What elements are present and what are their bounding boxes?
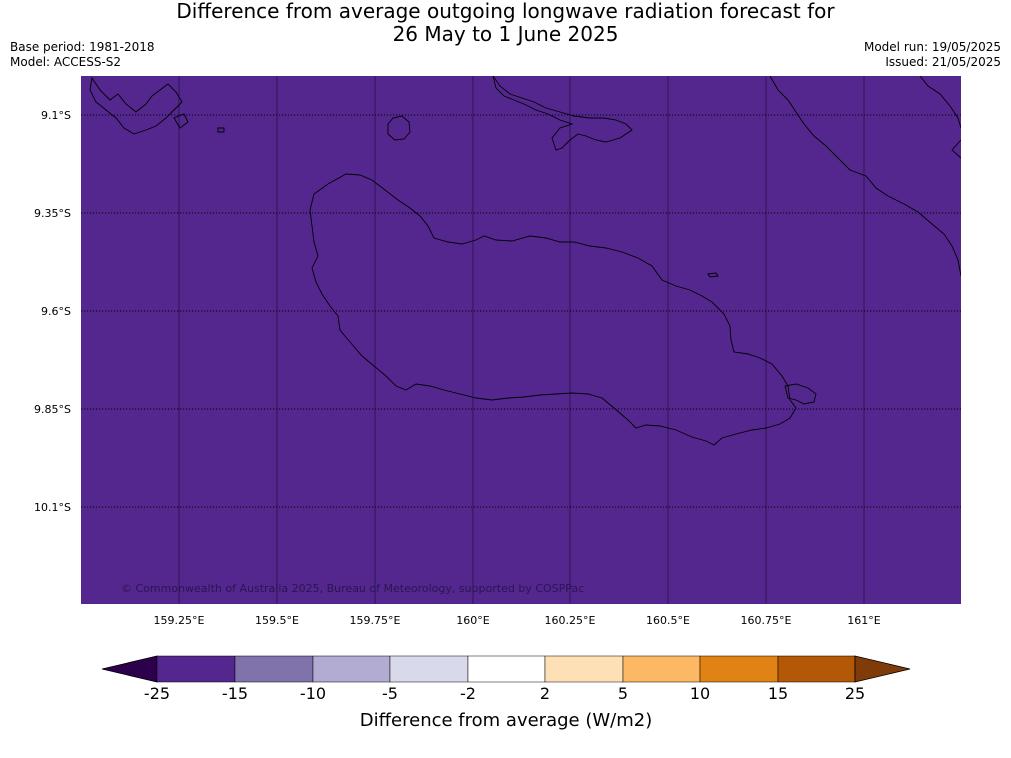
colorbar-over-triangle	[854, 655, 911, 683]
title-line-1: Difference from average outgoing longwav…	[176, 0, 835, 23]
colorbar-tick: 15	[768, 684, 788, 703]
colorbar-cell	[312, 655, 391, 683]
lat-tick-label: 9.35°S	[34, 207, 71, 220]
meta-right: Model run: 19/05/2025 Issued: 21/05/2025	[864, 40, 1001, 70]
lon-tick-label: 160.25°E	[545, 614, 596, 627]
lon-tick-label: 159.5°E	[255, 614, 299, 627]
meta-left: Base period: 1981-2018 Model: ACCESS-S2	[10, 40, 155, 70]
colorbar: -25 -15 -10 -5 -2 2 5 10 15 25 Differenc…	[101, 655, 911, 731]
colorbar-cell	[699, 655, 779, 683]
colorbar-cells	[156, 655, 856, 683]
colorbar-under-triangle	[101, 655, 158, 683]
copyright-text: © Commonwealth of Australia 2025, Bureau…	[121, 582, 584, 595]
colorbar-cell	[156, 655, 236, 683]
colorbar-tick: -2	[460, 684, 476, 703]
model-run: Model run: 19/05/2025	[863, 40, 1001, 54]
islet-west-coastline	[173, 113, 225, 133]
map-panel	[81, 76, 961, 604]
lon-tick-label: 160.75°E	[741, 614, 792, 627]
islet-coastline	[784, 383, 817, 405]
map-title: Difference from average outgoing longwav…	[0, 0, 1011, 46]
base-period: Base period: 1981-2018	[10, 40, 155, 54]
lon-tick-label: 159.25°E	[154, 614, 205, 627]
colorbar-tick: 5	[618, 684, 628, 703]
colorbar-tick: 2	[540, 684, 550, 703]
guadalcanal-coastline	[309, 173, 797, 446]
malaita-coastline	[769, 76, 961, 277]
model-name: Model: ACCESS-S2	[10, 55, 122, 69]
issued-date: Issued: 21/05/2025	[885, 55, 1001, 69]
meridian-lines	[178, 76, 865, 604]
lon-tick-label: 160.5°E	[646, 614, 690, 627]
title-line-2: 26 May to 1 June 2025	[392, 22, 619, 46]
savo-coastline	[387, 115, 411, 141]
colorbar-tick: -25	[144, 684, 170, 703]
latitude-labels: 9.1°S 9.35°S 9.6°S 9.85°S 10.1°S	[34, 109, 71, 514]
lat-tick-label: 9.1°S	[41, 109, 71, 122]
colorbar-tick-labels: -25 -15 -10 -5 -2 2 5 10 15 25	[144, 684, 865, 703]
colorbar-tick: 25	[845, 684, 865, 703]
colorbar-tick: -15	[222, 684, 248, 703]
colorbar-cell	[622, 655, 701, 683]
lat-tick-label: 10.1°S	[34, 501, 71, 514]
coastlines	[89, 76, 961, 446]
colorbar-cell	[234, 655, 314, 683]
lon-tick-label: 160°E	[456, 614, 489, 627]
malaita-north-coastline	[919, 76, 961, 159]
map-content: © Commonwealth of Australia 2025, Bureau…	[81, 76, 961, 604]
colorbar-cell	[389, 655, 469, 683]
small-islet-coastline	[707, 272, 719, 278]
florida-islands-coastline	[492, 76, 633, 151]
colorbar-tick: -10	[300, 684, 326, 703]
colorbar-tick: 10	[690, 684, 710, 703]
longitude-labels: 159.25°E 159.5°E 159.75°E 160°E 160.25°E…	[154, 614, 881, 627]
colorbar-cell	[467, 655, 546, 683]
lat-tick-label: 9.6°S	[41, 305, 71, 318]
colorbar-cell	[544, 655, 624, 683]
colorbar-tick: -5	[382, 684, 398, 703]
colorbar-label: Difference from average (W/m2)	[360, 710, 652, 731]
lat-tick-label: 9.85°S	[34, 403, 71, 416]
russell-islands-coastline	[89, 76, 183, 135]
lon-tick-label: 159.75°E	[350, 614, 401, 627]
colorbar-cell	[777, 655, 856, 683]
lon-tick-label: 161°E	[847, 614, 880, 627]
